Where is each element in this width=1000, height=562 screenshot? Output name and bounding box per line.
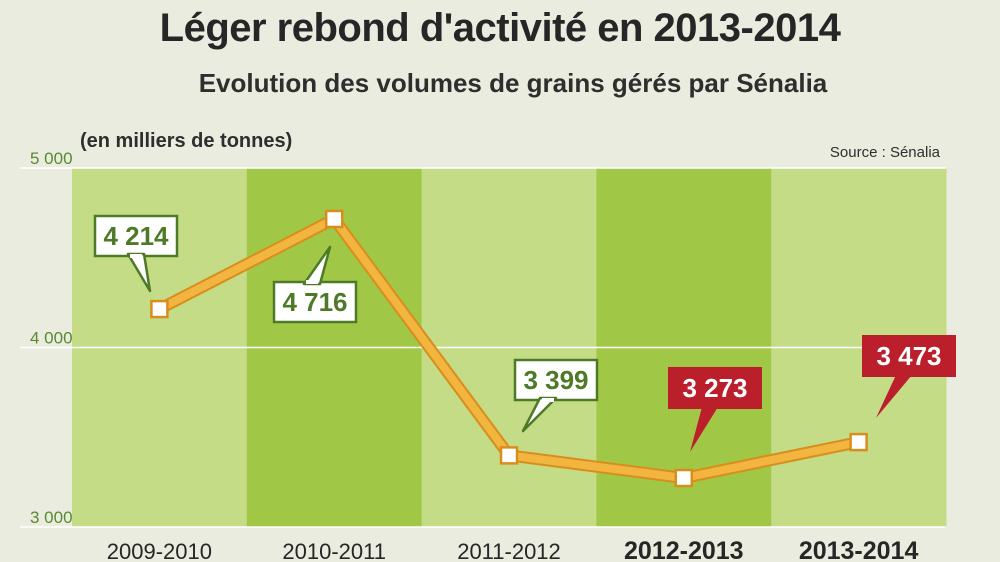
data-label: 4 214 [103, 221, 169, 251]
value-callout: 3 399 [513, 358, 599, 433]
y-tick-label: 3 000 [30, 508, 73, 527]
chart-subtitle: Evolution des volumes de grains gérés pa… [198, 68, 828, 98]
data-label: 3 473 [876, 341, 941, 371]
data-label: 4 716 [282, 287, 347, 317]
data-point [324, 209, 344, 229]
value-callout: 3 273 [668, 367, 762, 452]
x-tick-label: 2013-2014 [799, 537, 919, 562]
data-label: 3 399 [523, 365, 588, 395]
callout-box [513, 358, 599, 402]
data-point [674, 468, 694, 488]
value-callout: 4 716 [272, 245, 358, 324]
x-tick-label: 2012-2013 [624, 537, 744, 562]
callout-box [272, 280, 358, 324]
x-tick-label: 2010-2011 [282, 539, 386, 562]
data-point [499, 446, 519, 465]
chart-title: Léger rebond d'activité en 2013-2014 [159, 6, 841, 50]
data-label: 3 273 [682, 373, 747, 403]
x-tick-label: 2011-2012 [457, 539, 561, 562]
value-callout: 4 214 [93, 214, 179, 293]
y-tick-label: 5 000 [30, 149, 73, 168]
callout-box [862, 335, 956, 377]
unit-note: (en milliers de tonnes) [80, 130, 293, 152]
data-point [150, 299, 169, 319]
callout-box [668, 367, 762, 409]
y-tick-label: 4 000 [30, 329, 73, 348]
source-note: Source : Sénalia [829, 144, 940, 161]
callout-pointer [876, 375, 912, 418]
value-callout: 3 473 [862, 335, 956, 418]
x-tick-label: 2009-2010 [107, 539, 212, 562]
data-point [849, 432, 868, 452]
callout-pointer [690, 407, 718, 452]
